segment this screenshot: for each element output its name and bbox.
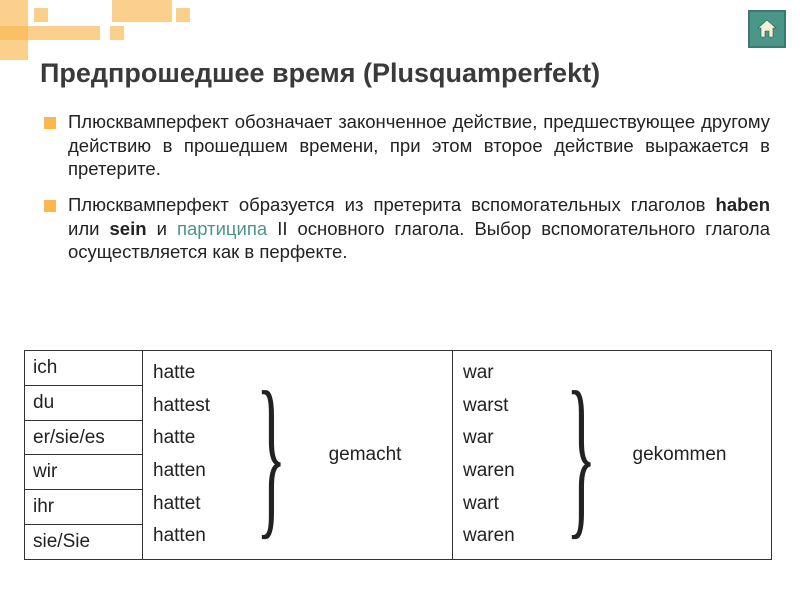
decoration-bar: [110, 26, 124, 40]
brace-sein: } gekommen: [548, 351, 771, 559]
haben-forms: hattehattesthattehattenhattethatten: [143, 351, 238, 559]
brace-haben: } gemacht: [238, 351, 452, 559]
bullet-item: Плюсквамперфект образуется из претерита …: [40, 193, 770, 264]
participle-haben: gemacht: [329, 444, 402, 466]
text: Плюсквамперфект обозначает законченное д…: [68, 111, 770, 179]
aux-form: hatten: [153, 456, 238, 486]
slide-title: Предпрошедшее время (Plusquamperfekt): [40, 58, 780, 89]
haben-column: hattehattesthattehattenhattethatten } ge…: [143, 351, 453, 559]
aux-form: hattet: [153, 489, 238, 519]
aux-form: wart: [463, 489, 548, 519]
decoration-bar: [112, 0, 172, 22]
pronoun-cell: ich: [25, 351, 142, 386]
pronoun-cell: du: [25, 386, 142, 421]
sein-forms: warwarstwarwarenwartwaren: [453, 351, 548, 559]
pronoun-cell: wir: [25, 455, 142, 490]
home-icon: [755, 17, 779, 41]
home-button[interactable]: [748, 10, 786, 48]
bold-text: haben: [716, 194, 770, 215]
aux-form: waren: [463, 521, 548, 551]
decoration-bar: [176, 8, 190, 22]
aux-form: warst: [463, 391, 548, 421]
bullet-item: Плюсквамперфект обозначает законченное д…: [40, 110, 770, 181]
participle-sein: gekommen: [633, 444, 727, 466]
text: Плюсквамперфект образуется из претерита …: [68, 194, 716, 215]
aux-form: war: [463, 423, 548, 453]
decoration-bar: [34, 8, 48, 22]
aux-form: hatte: [153, 423, 238, 453]
pronoun-column: ichduer/sie/eswirihrsie/Sie: [25, 351, 143, 559]
bold-text: sein: [110, 218, 147, 239]
aux-form: hatte: [153, 358, 238, 388]
conjugation-table: ichduer/sie/eswirihrsie/Sie hattehattest…: [24, 350, 772, 560]
pronoun-cell: ihr: [25, 490, 142, 525]
text: и: [147, 218, 177, 239]
aux-form: hatten: [153, 521, 238, 551]
text: или: [68, 218, 110, 239]
aux-form: waren: [463, 456, 548, 486]
aux-form: hattest: [153, 391, 238, 421]
header-decoration: [0, 0, 800, 60]
pronoun-cell: sie/Sie: [25, 525, 142, 559]
decoration-bar: [0, 0, 28, 60]
content-area: Плюсквамперфект обозначает законченное д…: [40, 110, 770, 276]
aux-form: war: [463, 358, 548, 388]
sein-column: warwarstwarwarenwartwaren } gekommen: [453, 351, 771, 559]
link-text: партиципа: [177, 218, 267, 239]
pronoun-cell: er/sie/es: [25, 421, 142, 456]
